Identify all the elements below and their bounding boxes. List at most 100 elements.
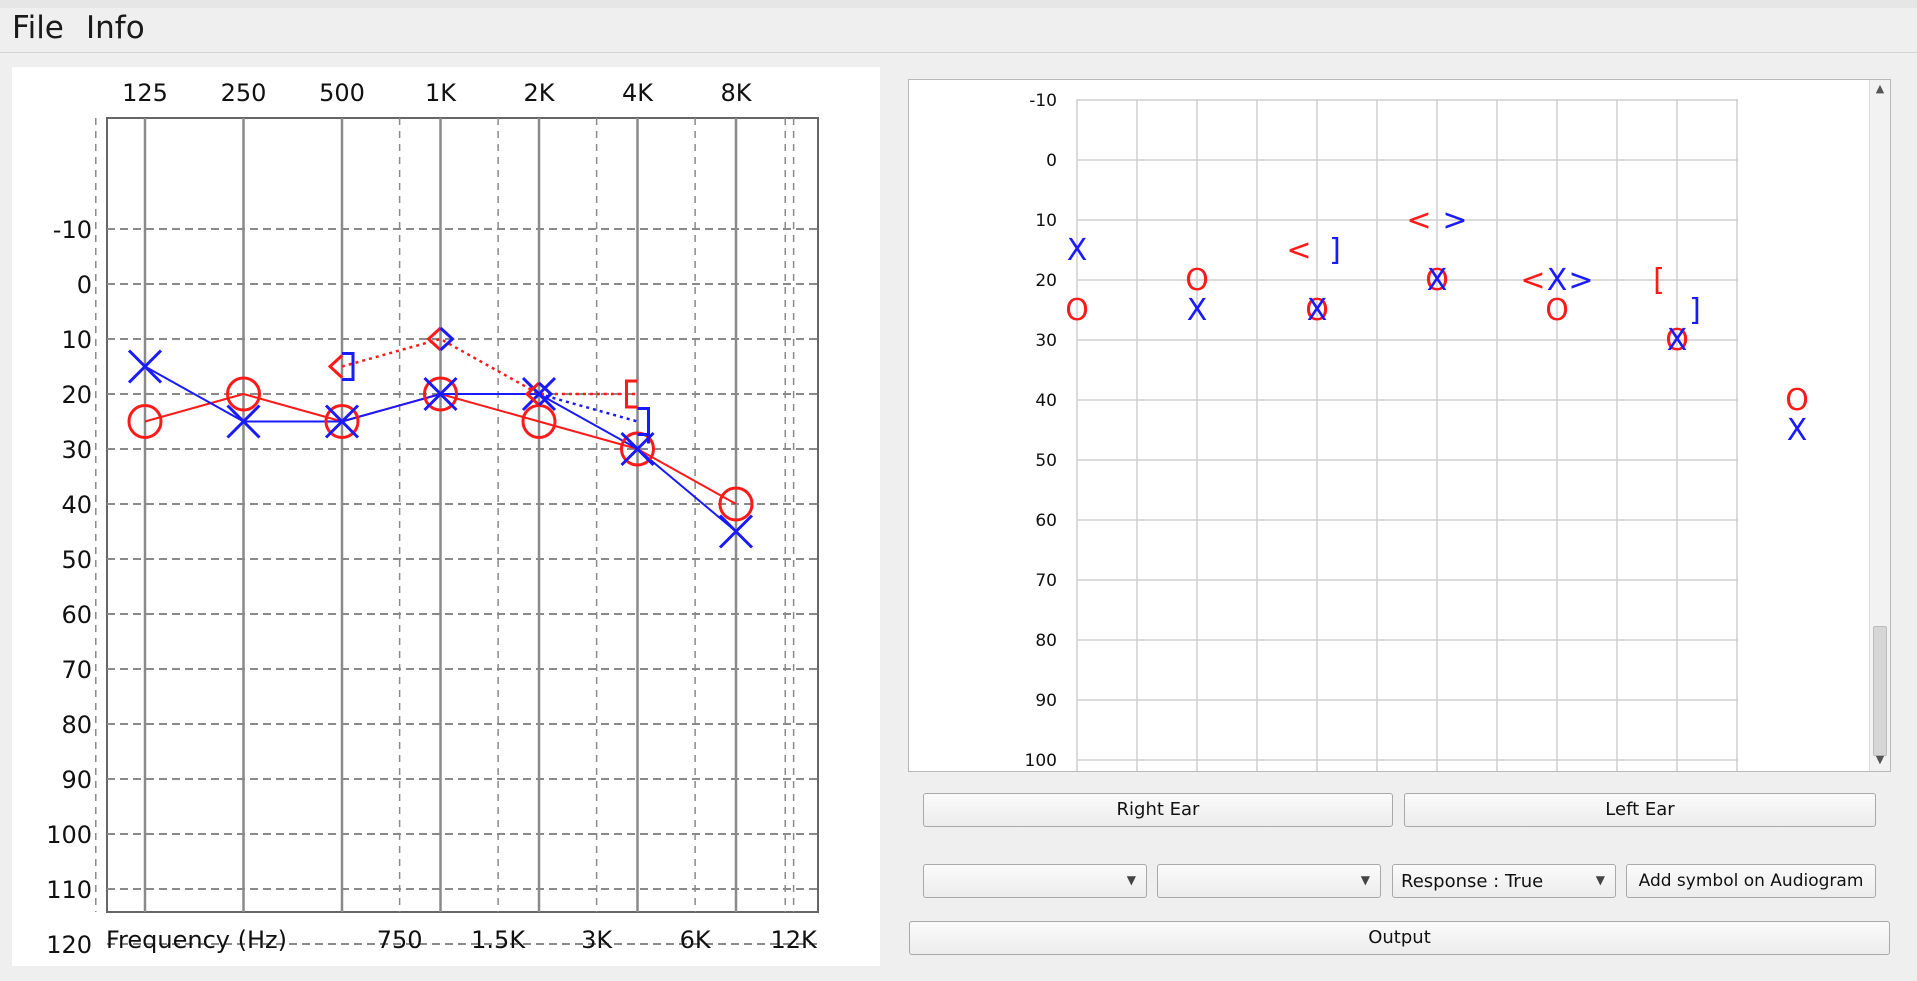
- y-tick-label: 80: [1035, 631, 1057, 651]
- symbol-grid-panel: -10 0 10 20 30 40 50 60 70 80 90 100 O O O O O O O X X X X X X X <…: [908, 79, 1891, 772]
- right-bone-unmasked-mark: <: [1520, 263, 1545, 298]
- left-ear-button[interactable]: Left Ear: [1404, 793, 1876, 827]
- x-tick-label: 2K: [523, 79, 555, 107]
- right-ear-air-mark: O: [1545, 293, 1569, 328]
- response-value: Response : True: [1401, 871, 1544, 892]
- frequency-select[interactable]: ▼: [1157, 864, 1381, 898]
- vertical-scrollbar[interactable]: ▲ ▼: [1869, 80, 1890, 771]
- left-ear-air-mark: [324, 404, 360, 439]
- x-axis-label: Frequency (Hz): [106, 926, 287, 954]
- y-tick-label: 30: [1035, 331, 1057, 351]
- left-bone-masked-mark: ]: [1329, 233, 1341, 268]
- right-bone-masked-mark: [: [1653, 263, 1665, 298]
- right-ear-air-mark: O: [1305, 293, 1329, 328]
- left-ear-line: [538, 393, 638, 450]
- scrollbar-thumb[interactable]: [1873, 626, 1887, 756]
- y-tick-label: 60: [61, 601, 92, 629]
- left-bone-masked-mark: [342, 352, 355, 381]
- x-tick-label: 4K: [622, 79, 654, 107]
- x-tick-label: 500: [319, 79, 365, 107]
- right-bone-line: [341, 337, 638, 396]
- menu-bar: File Info: [0, 8, 1917, 53]
- x-tick-label: 1K: [425, 79, 457, 107]
- y-tick-label: 70: [1035, 571, 1057, 591]
- menu-file[interactable]: File: [12, 10, 64, 46]
- left-bone-line: [538, 392, 638, 423]
- title-strip: [0, 0, 1917, 8]
- right-bone-unmasked-mark: [327, 354, 344, 379]
- y-tick-label: 20: [1035, 271, 1057, 291]
- y-tick-label: 50: [1035, 451, 1057, 471]
- right-ear-air-mark: [423, 376, 458, 412]
- y-tick-label: -10: [53, 216, 92, 244]
- left-ear-air-mark: X: [1547, 263, 1568, 298]
- y-tick-label: 20: [61, 381, 92, 409]
- left-ear-air-mark: X: [1427, 263, 1448, 298]
- left-bone-unmasked-mark: [439, 326, 455, 352]
- right-bone-unmasked-mark: [426, 326, 442, 352]
- left-ear-air-mark: [718, 514, 754, 549]
- scroll-down-icon[interactable]: ▼: [1875, 753, 1885, 766]
- chevron-down-icon: ▼: [1595, 873, 1605, 887]
- right-ear-air-mark: O: [1185, 263, 1209, 298]
- right-ear-air-mark: [718, 486, 754, 522]
- left-bone-masked-mark: [637, 407, 650, 436]
- y-tick-label: 10: [61, 326, 92, 354]
- x-tick-label: 125: [122, 79, 168, 107]
- audiogram-chart-panel: 125 250 500 1K 2K 4K 8K 750 1.5K 3K 6K 12K Frequency…: [12, 67, 880, 966]
- y-tick-label: -10: [1029, 91, 1057, 111]
- left-ear-air-mark: [423, 376, 458, 412]
- response-select[interactable]: Response : True ▼: [1392, 864, 1616, 898]
- left-bone-unmasked-mark: >: [1442, 203, 1467, 238]
- y-tick-label: 120: [46, 931, 92, 959]
- right-ear-air-mark: O: [1425, 263, 1449, 298]
- y-tick-label: 40: [61, 491, 92, 519]
- y-tick-label: 90: [1035, 691, 1057, 711]
- x-tick-label: 8K: [720, 79, 752, 107]
- y-tick-label: 110: [46, 876, 92, 904]
- x-tick-label: 12K: [770, 926, 818, 954]
- left-ear-air-mark: [226, 404, 261, 439]
- right-bone-unmasked-mark: [524, 381, 541, 407]
- right-ear-air-mark: O: [1785, 383, 1809, 418]
- left-ear-air-mark: [127, 349, 163, 384]
- y-tick-label: 30: [61, 436, 92, 464]
- left-bone-unmasked-mark: [537, 381, 554, 407]
- y-tick-label: 40: [1035, 391, 1057, 411]
- y-tick-label: 60: [1035, 511, 1057, 531]
- right-ear-air-mark: O: [1065, 293, 1089, 328]
- right-ear-air-mark: [521, 404, 557, 439]
- left-ear-air-mark: [521, 376, 557, 412]
- left-bone-masked-mark: ]: [1689, 293, 1701, 328]
- add-symbol-button[interactable]: Add symbol on Audiogram: [1626, 864, 1876, 898]
- left-bone-unmasked-mark: >: [1568, 263, 1593, 298]
- y-tick-label: 90: [61, 766, 92, 794]
- symbol-type-select[interactable]: ▼: [923, 864, 1147, 898]
- y-tick-label: 10: [1035, 211, 1057, 231]
- output-button[interactable]: Output: [909, 921, 1890, 955]
- left-ear-air-mark: X: [1187, 293, 1208, 328]
- menu-info[interactable]: Info: [86, 10, 145, 46]
- y-tick-label: 80: [61, 711, 92, 739]
- x-tick-label: 3K: [581, 926, 613, 954]
- right-ear-button[interactable]: Right Ear: [923, 793, 1393, 827]
- right-bone-masked-mark: [625, 379, 638, 409]
- x-tick-label: 6K: [680, 926, 712, 954]
- x-tick-label: 750: [377, 926, 423, 954]
- left-ear-line: [636, 448, 737, 533]
- y-tick-label: 0: [77, 271, 92, 299]
- scroll-up-icon[interactable]: ▲: [1875, 82, 1885, 95]
- chevron-down-icon: ▼: [1126, 873, 1136, 887]
- plot-frame: [106, 117, 819, 913]
- y-tick-label: 0: [1046, 151, 1057, 171]
- chevron-down-icon: ▼: [1360, 873, 1370, 887]
- left-ear-air-mark: X: [1787, 413, 1808, 448]
- right-ear-air-mark: [324, 404, 360, 439]
- right-ear-air-mark: O: [1665, 323, 1689, 358]
- y-tick-label: 70: [61, 656, 92, 684]
- x-tick-label: 250: [221, 79, 267, 107]
- right-bone-unmasked-mark: <: [1406, 203, 1431, 238]
- right-ear-air-mark: [226, 376, 261, 412]
